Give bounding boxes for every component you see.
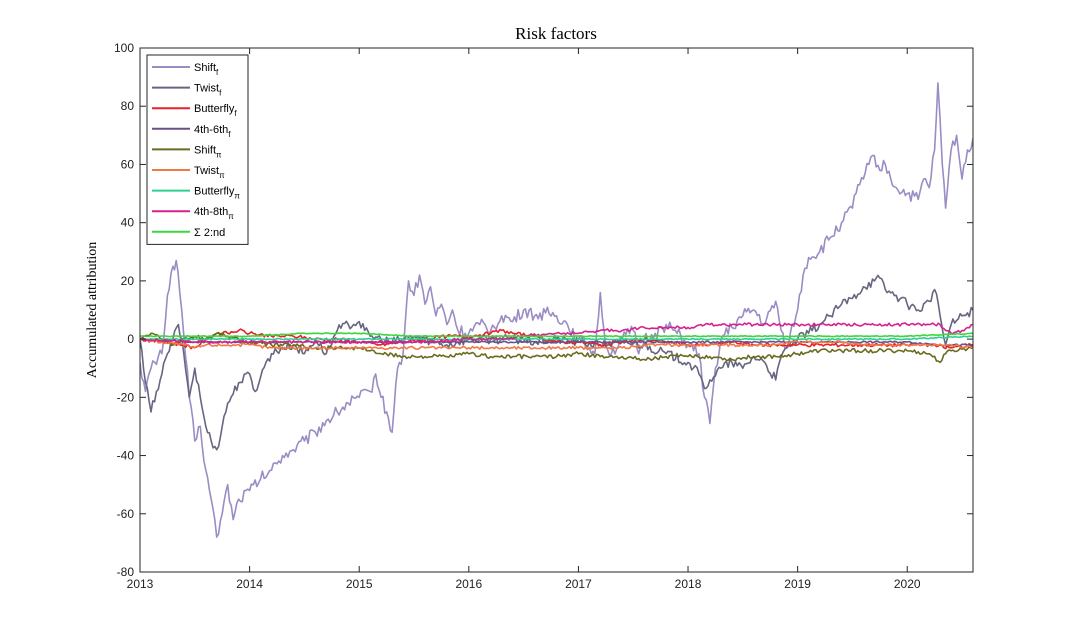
- y-tick-label: 40: [121, 216, 135, 230]
- y-axis: 100 80 60 40 20 0 -20 -40 -60 -80: [114, 41, 973, 579]
- legend-label: Twistπ: [194, 165, 225, 180]
- legend-label-subscript: π: [216, 150, 222, 159]
- x-tick-label: 2020: [894, 577, 921, 591]
- legend-label: Butterflyf: [194, 103, 237, 118]
- x-tick-label: 2017: [565, 577, 592, 591]
- legend-label-subscript: f: [216, 68, 219, 77]
- y-tick-label: -60: [117, 507, 135, 521]
- series-line-8: [140, 322, 973, 345]
- x-tick-label: 2015: [346, 577, 373, 591]
- y-tick-label: -20: [117, 390, 135, 404]
- legend-label: Twistf: [194, 83, 222, 98]
- legend-label-subscript: f: [234, 109, 237, 118]
- x-tick-label: 2016: [455, 577, 482, 591]
- legend-label-subscript: π: [219, 171, 225, 180]
- legend: ShiftfTwistfButterflyf4th-6thfShiftπTwis…: [146, 54, 249, 245]
- legend-label: Butterflyπ: [194, 186, 240, 201]
- legend-label-text: 4th-6th: [194, 124, 228, 136]
- legend-label: Shiftπ: [194, 144, 222, 159]
- legend-label-text: Twist: [194, 83, 219, 95]
- y-tick-label: 60: [121, 157, 135, 171]
- y-axis-label: Accumulated attribution: [85, 242, 100, 378]
- series-line-9: [140, 332, 973, 338]
- x-tick-label: 2019: [784, 577, 811, 591]
- plot-area-frame: [139, 47, 974, 573]
- y-tick-label: 20: [121, 274, 135, 288]
- legend-label-text: Σ 2:nd: [194, 227, 225, 239]
- x-axis: 2013 2014 2015 2016 2017 2018 2019 2020: [127, 48, 921, 591]
- series-line-1: [140, 82, 973, 538]
- legend-label-text: 4th-8th: [194, 206, 228, 218]
- legend-label-text: Shift: [194, 144, 216, 156]
- y-tick-label: 0: [127, 332, 134, 346]
- legend-label-text: Twist: [194, 165, 219, 177]
- legend-label-text: Butterfly: [194, 186, 235, 198]
- legend-label-subscript: π: [234, 192, 240, 201]
- y-tick-label: -80: [117, 565, 135, 579]
- x-tick-label: 2018: [675, 577, 702, 591]
- x-tick-label: 2014: [236, 577, 263, 591]
- legend-label-text: Butterfly: [194, 103, 235, 115]
- legend-label: 4th-8thπ: [194, 206, 234, 221]
- legend-label-subscript: f: [228, 130, 231, 139]
- series-line-5: [140, 331, 973, 364]
- legend-label-subscript: π: [228, 212, 234, 221]
- y-tick-label: -40: [117, 449, 135, 463]
- y-tick-label: 100: [114, 41, 134, 55]
- series-line-7: [140, 335, 973, 341]
- x-tick-label: 2013: [127, 577, 154, 591]
- legend-label-subscript: f: [219, 89, 222, 98]
- series-layer: [140, 82, 973, 538]
- series-line-6: [140, 338, 973, 351]
- legend-label: Shiftf: [194, 62, 219, 77]
- legend-label: 4th-6thf: [194, 124, 231, 139]
- chart-title: Risk factors: [515, 24, 597, 43]
- legend-label-text: Shift: [194, 62, 216, 74]
- legend-label: Σ 2:nd: [194, 227, 225, 239]
- y-tick-label: 80: [121, 99, 135, 113]
